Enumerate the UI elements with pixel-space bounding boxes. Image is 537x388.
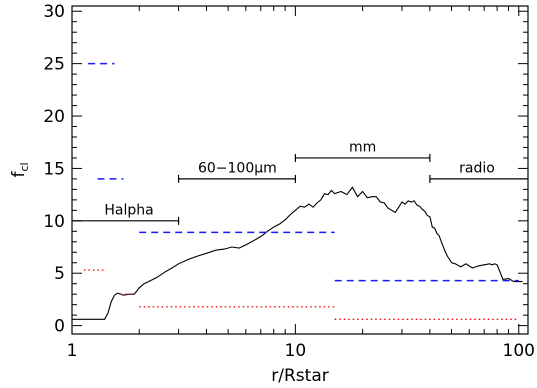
y-tick-label-5: 25 — [43, 55, 65, 75]
x-tick-label-1: 10 — [285, 341, 307, 361]
y-axis-title-sub: cl — [18, 162, 31, 171]
x-axis-title: r/Rstar — [271, 366, 328, 386]
y-tick-label-6: 30 — [43, 2, 65, 22]
tick-layer: 1 10 100 0 5 10 15 20 25 30 — [43, 2, 535, 361]
range-annotation-2: mm — [294, 140, 431, 162]
range-label-0: Halpha — [104, 203, 153, 219]
y-axis-title: fcl — [9, 162, 31, 177]
y-tick-label-3: 15 — [43, 159, 65, 179]
x-tick-label-2: 100 — [503, 341, 535, 361]
range-annotation-3: radio — [429, 161, 528, 183]
range-label-2: mm — [349, 140, 376, 156]
y-tick-label-0: 0 — [54, 317, 65, 337]
y-tick-label-4: 20 — [43, 107, 65, 127]
range-annotation-1: 60−100μm — [177, 161, 296, 183]
series-line-fcl — [72, 186, 523, 320]
y-tick-label-2: 10 — [43, 212, 65, 232]
y-axis-title-main: f — [9, 171, 29, 178]
y-tick-label-1: 5 — [54, 264, 65, 284]
range-annotation-0: Halpha — [72, 203, 180, 225]
plot-layer: Halpha 60−100μm mm radio — [72, 62, 528, 320]
range-label-3: radio — [459, 161, 495, 177]
plot-frame — [71, 5, 529, 335]
x-tick-label-0: 1 — [67, 341, 78, 361]
range-label-1: 60−100μm — [198, 161, 277, 177]
